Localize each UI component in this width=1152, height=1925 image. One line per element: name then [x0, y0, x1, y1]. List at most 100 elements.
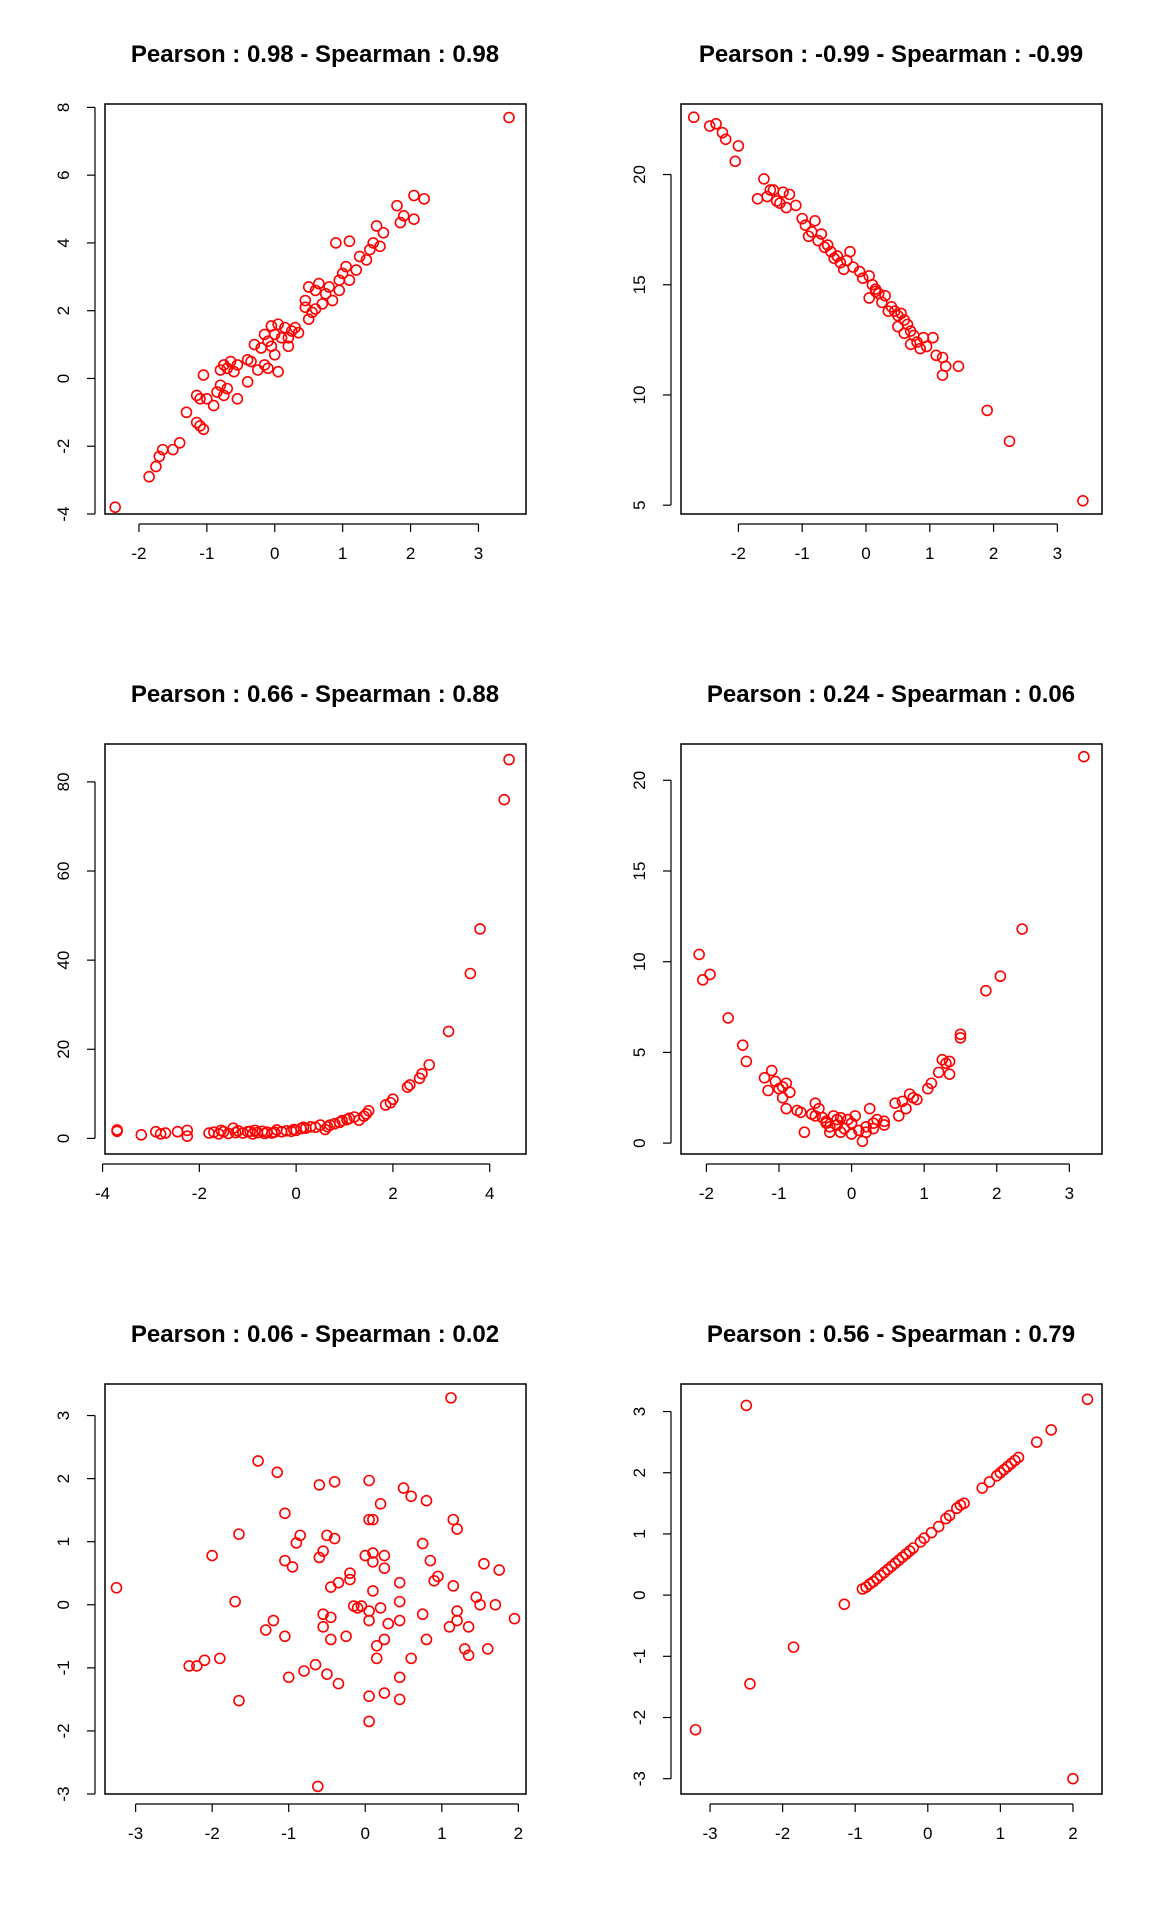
- x-tick-label: -3: [128, 1824, 143, 1843]
- data-point: [442, 1025, 455, 1038]
- data-point: [408, 189, 420, 202]
- data-point: [787, 1641, 800, 1653]
- scatter-plot-svg: Pearson : 0.66 - Spearman : 0.88-4 -2 0 2 40…: [54, 681, 527, 1203]
- data-point: [424, 1554, 437, 1567]
- y-tick-label: -2: [630, 1710, 649, 1725]
- data-point: [780, 1102, 793, 1115]
- data-point: [382, 1617, 395, 1630]
- x-tick-label: 2: [989, 544, 998, 563]
- data-point: [809, 215, 821, 227]
- data-point: [451, 1614, 463, 1627]
- x-axis: -4 -2 0 2 4: [95, 1163, 494, 1203]
- x-tick-label: 2: [406, 544, 415, 563]
- data-point: [364, 243, 376, 256]
- data-point: [990, 1469, 1003, 1482]
- data-point: [828, 252, 840, 265]
- x-tick-label: 4: [485, 1184, 494, 1203]
- data-point: [936, 369, 949, 381]
- y-tick-label: 3: [54, 1411, 73, 1420]
- data-point: [903, 1088, 916, 1100]
- data-point: [317, 1608, 329, 1621]
- data-point: [298, 1665, 310, 1677]
- data-point: [774, 197, 786, 209]
- data-point: [885, 1560, 898, 1573]
- data-point: [377, 226, 390, 239]
- data-point: [844, 245, 856, 258]
- x-tick-label: 1: [925, 544, 934, 563]
- data-point: [954, 1028, 967, 1041]
- data-point: [998, 1463, 1010, 1476]
- x-tick-label: 1: [437, 1824, 446, 1843]
- data-point: [405, 1490, 417, 1503]
- data-point: [994, 1466, 1007, 1479]
- data-point: [206, 1549, 218, 1562]
- data-point: [914, 342, 927, 355]
- y-tick-label: -1: [630, 1649, 649, 1664]
- data-point: [150, 460, 162, 473]
- data-point: [416, 1537, 429, 1550]
- y-tick-label: -3: [54, 1786, 73, 1801]
- data-point: [316, 298, 329, 310]
- data-point: [932, 1520, 945, 1533]
- data-point: [416, 1608, 429, 1621]
- data-point: [943, 1068, 956, 1080]
- data-point: [299, 301, 312, 314]
- data-point: [360, 254, 373, 266]
- data-point: [343, 235, 356, 248]
- data-point: [311, 1780, 324, 1793]
- data-point: [272, 318, 284, 331]
- data-point: [214, 1652, 226, 1665]
- data-point: [272, 365, 284, 378]
- x-tick-label: -1: [281, 1824, 296, 1843]
- data-point: [940, 1057, 952, 1070]
- data-point: [867, 1117, 880, 1129]
- data-point: [493, 1564, 506, 1576]
- data-point: [360, 1108, 373, 1120]
- data-point: [777, 186, 789, 198]
- data-point: [983, 1476, 996, 1488]
- data-point: [474, 1598, 486, 1611]
- x-tick-label: 3: [1053, 544, 1062, 563]
- y-tick-label: 1: [54, 1537, 73, 1546]
- data-point: [925, 1077, 938, 1090]
- data-point: [321, 1121, 334, 1133]
- y-tick-label: 0: [54, 374, 73, 383]
- data-points: [689, 1393, 1094, 1785]
- data-point: [981, 404, 993, 417]
- data-point: [248, 338, 261, 351]
- y-tick-label: -4: [54, 506, 73, 521]
- y-tick-label: 20: [630, 771, 649, 790]
- data-point: [271, 1466, 284, 1479]
- y-tick-label: -2: [54, 439, 73, 454]
- data-point: [203, 1127, 215, 1139]
- data-point: [418, 193, 430, 205]
- data-point: [258, 328, 271, 341]
- x-tick-label: -2: [775, 1824, 790, 1843]
- scatter-plot-svg: Pearson : 0.06 - Spearman : 0.02 -3 -2 -1 0 1…: [54, 1321, 527, 1843]
- data-point: [251, 364, 264, 376]
- chart-panel-6: Pearson : 0.56 - Spearman : 0.79 -3 -2 -1 0 1…: [576, 1280, 1152, 1920]
- data-point: [896, 1551, 909, 1563]
- data-point: [221, 382, 234, 395]
- y-tick-label: 10: [630, 386, 649, 405]
- data-point: [359, 1549, 372, 1562]
- data-point: [878, 1566, 891, 1579]
- data-point: [135, 1129, 148, 1141]
- data-point: [940, 1512, 952, 1525]
- chart-title: Pearson : -0.99 - Spearman : -0.99: [699, 41, 1083, 68]
- x-tick-label: 3: [1065, 1184, 1074, 1203]
- data-point: [447, 1580, 460, 1592]
- x-tick-label: 2: [992, 1184, 1001, 1203]
- plot-frame: [680, 103, 1103, 515]
- data-point: [1009, 1454, 1021, 1467]
- data-point: [758, 1072, 771, 1084]
- y-tick-label: 1: [630, 1529, 649, 1538]
- data-point: [447, 1513, 460, 1526]
- data-point: [363, 1690, 375, 1703]
- data-point: [214, 379, 227, 392]
- data-point: [462, 1649, 475, 1662]
- data-point: [221, 362, 234, 375]
- y-tick-label: -1: [54, 1660, 73, 1675]
- x-tick-label: -1: [199, 544, 214, 563]
- data-point: [489, 1598, 502, 1611]
